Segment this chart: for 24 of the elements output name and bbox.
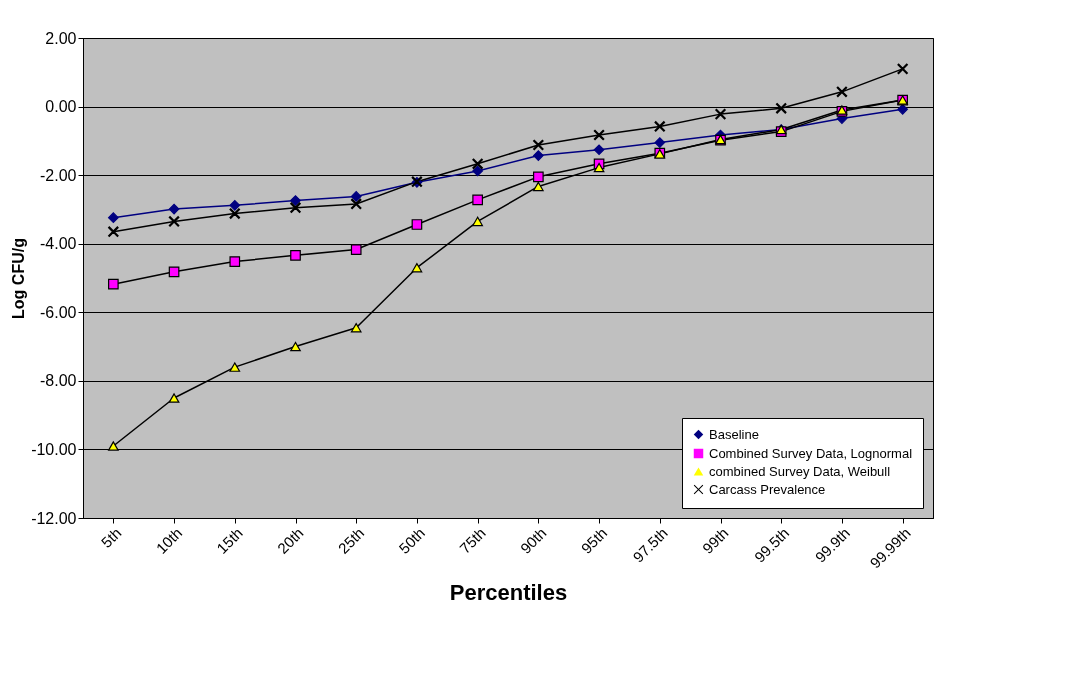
x-tick-label: 95th (577, 524, 611, 557)
x-tick-label: 15th (213, 524, 246, 557)
x-tick-label: 99th (698, 524, 732, 557)
legend-label: Carcass Prevalence (709, 481, 826, 497)
y-tick-label: -6.00 (40, 303, 77, 321)
y-axis-title: Log CFU/g (10, 238, 28, 319)
x-tick-label: 75th (456, 524, 489, 557)
y-tick-label: 0.00 (45, 98, 77, 116)
y-tick-label: -10.00 (31, 440, 77, 458)
y-tick-label: -12.00 (31, 509, 77, 527)
x-tick-label: 5th (97, 524, 125, 551)
x-axis-title: Percentiles (449, 580, 568, 606)
legend-label: combined Survey Data, Weibull (709, 463, 891, 479)
x-tick-label: 10th (152, 524, 186, 557)
legend-label: Baseline (709, 426, 759, 442)
y-tick-label: -4.00 (40, 235, 77, 253)
x-tick-label: 20th (273, 524, 307, 557)
legend-label: Combined Survey Data, Lognormal (709, 445, 913, 461)
x-tick-label: 90th (516, 524, 550, 557)
x-tick-label: 50th (395, 524, 429, 557)
y-tick-label: 2.00 (45, 29, 77, 47)
x-tick-label: 25th (334, 524, 368, 557)
y-tick-label: -2.00 (40, 166, 77, 184)
y-tick-label: -8.00 (40, 372, 77, 390)
